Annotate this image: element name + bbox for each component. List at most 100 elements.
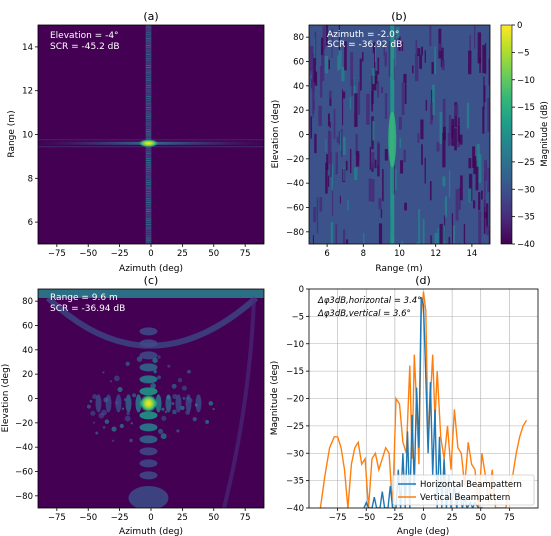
panel-b-ytick-label: 80 [293,33,304,43]
panel-a-title: (a) [143,10,158,23]
panel-a-streak-cell [145,216,151,218]
panel-c-xtick-label: −50 [79,513,97,523]
panel-b-clutter-cell [487,97,490,132]
panel-d-ytick-label: −25 [286,422,304,432]
panel-a-streak-cell [145,79,151,81]
panel-b-clutter-cell [335,152,338,175]
panel-a-streak-cell [145,192,151,194]
panel-b-clutter-cell [309,45,314,72]
panel-b-clutter-cell [327,113,330,127]
colorbar-tick-label: −15 [517,103,535,113]
panel-c-sidelobe-speckle [93,421,96,424]
panel-c-sidelobe-speckle [121,407,125,410]
panel-a-annotation-2: SCR = -45.2 dB [50,42,120,52]
panel-a-streak-cell [145,74,151,76]
panel-b-clutter-cell [458,187,461,210]
panel-d-ytick-label: 0 [299,285,304,295]
panel-c-annotation-1: Range = 9.6 m [50,293,118,303]
panel-c-sidelobe-speckle [160,433,167,440]
panel-b-clutter-cell [473,25,476,49]
panel-a-streak-cell [145,50,151,52]
panel-b-ylabel: Elevation (deg) [271,100,281,169]
panel-a-streak-cell [145,48,151,50]
panel-b-clutter-cell [336,136,339,144]
panel-a-streak-cell [145,149,151,151]
panel-b-clutter-cell [372,121,375,141]
panel-b-clutter-cell [421,144,423,165]
panel-a-streak-cell [145,114,151,116]
panel-b-clutter-cell [430,102,433,125]
panel-c-sidelobe-speckle [102,425,106,429]
panel-d-ytick-label: −40 [286,504,304,514]
panel-c-sidelobe-speckle [212,408,215,411]
panel-b-xtick-label: 8 [361,249,366,259]
panel-b-clutter-cell [469,35,471,62]
panel-a-streak-cell [145,238,151,240]
panel-b-clutter-cell [398,116,402,130]
panel-c-sidelobe-speckle [186,370,191,374]
panel-b-clutter-cell [366,93,370,125]
panel-b-clutter-cell [331,28,333,59]
panel-a-streak-cell [145,187,151,189]
panel-b-clutter-cell [380,209,383,218]
panel-a-xtick-label: 0 [148,249,153,259]
panel-a-streak-cell [145,156,151,158]
panel-b-xtick-label: 10 [394,249,405,259]
panel-b-clutter-cell [476,144,480,167]
panel-c-sidelobe-speckle [104,419,110,424]
panel-d-legend: Horizontal Beampattern Vertical Beampatt… [392,474,535,506]
panel-b-clutter-cell [419,55,422,69]
panel-b-title: (b) [391,10,407,23]
panel-a-streak-cell [145,45,151,46]
panel-a-streak-cell [145,174,151,176]
panel-b-clutter-cell [478,192,481,211]
panel-a-streak-cell [145,202,151,203]
panel-b: Azimuth = -2.0° SCR = -36.92 dB 6 8 10 12 14… [271,24,491,274]
panel-b-clutter-cell [311,62,315,92]
panel-c-azimuth-lobe [165,394,172,413]
panel-b-clutter-cell [338,131,341,145]
panel-b-clutter-cell [378,198,382,210]
panel-b-clutter-cell [327,131,332,164]
panel-b-clutter-cell [343,167,345,181]
panel-b-clutter-cell [404,202,407,211]
panel-c-ytick-label: 80 [22,297,33,307]
panel-c-ylabel: Elevation (deg) [1,364,11,433]
panel-b-clutter-cell [396,27,400,39]
panel-b-clutter-cell [468,173,473,202]
panel-b-clutter-cell [417,48,421,57]
panel-c-elevation-lobe [139,375,158,384]
panel-b-clutter-cell [478,211,482,244]
panel-a-streak-cell [145,85,151,87]
panel-a-streak-cell [145,209,151,211]
panel-a-xtick-label: −50 [79,249,97,259]
panel-c-sidelobe-speckle [117,387,123,393]
panel-a-streak-cell [145,234,151,236]
panel-a-streak-cell [145,200,151,202]
panel-b-clutter-cell [310,67,312,75]
panel-a-streak-cell [145,136,151,138]
panel-b-clutter-cell [375,70,378,85]
panel-d-grid [309,288,538,509]
panel-a-streak-cell [145,119,151,121]
panel-b-clutter-cell [384,93,388,119]
panel-a-streak-cell [145,180,151,182]
panel-b-clutter-cell [310,116,313,139]
panel-a-xtick-label: 25 [177,249,188,259]
panel-b-clutter-cell [380,87,384,94]
panel-a-streak-cell [145,212,151,214]
panel-a-streak-cell [145,39,151,41]
panel-b-clutter-cell [460,175,463,201]
panel-d-xtick-label: −50 [357,513,375,523]
panel-b-clutter-cell [422,219,425,244]
panel-b-clutter-cell [382,168,384,202]
panel-b-clutter-cell [378,223,383,244]
panel-a-streak-cell [145,112,151,114]
panel-a-streak-cell [145,77,151,79]
panel-b-clutter-cell [371,90,374,112]
panel-b-clutter-cell [312,81,315,114]
panel-c-xlabel: Azimuth (deg) [119,527,183,536]
panel-b-clutter-cell [369,146,372,170]
panel-b-clutter-cell [401,41,404,51]
panel-b-annotation-2: SCR = -36.92 dB [327,40,402,50]
